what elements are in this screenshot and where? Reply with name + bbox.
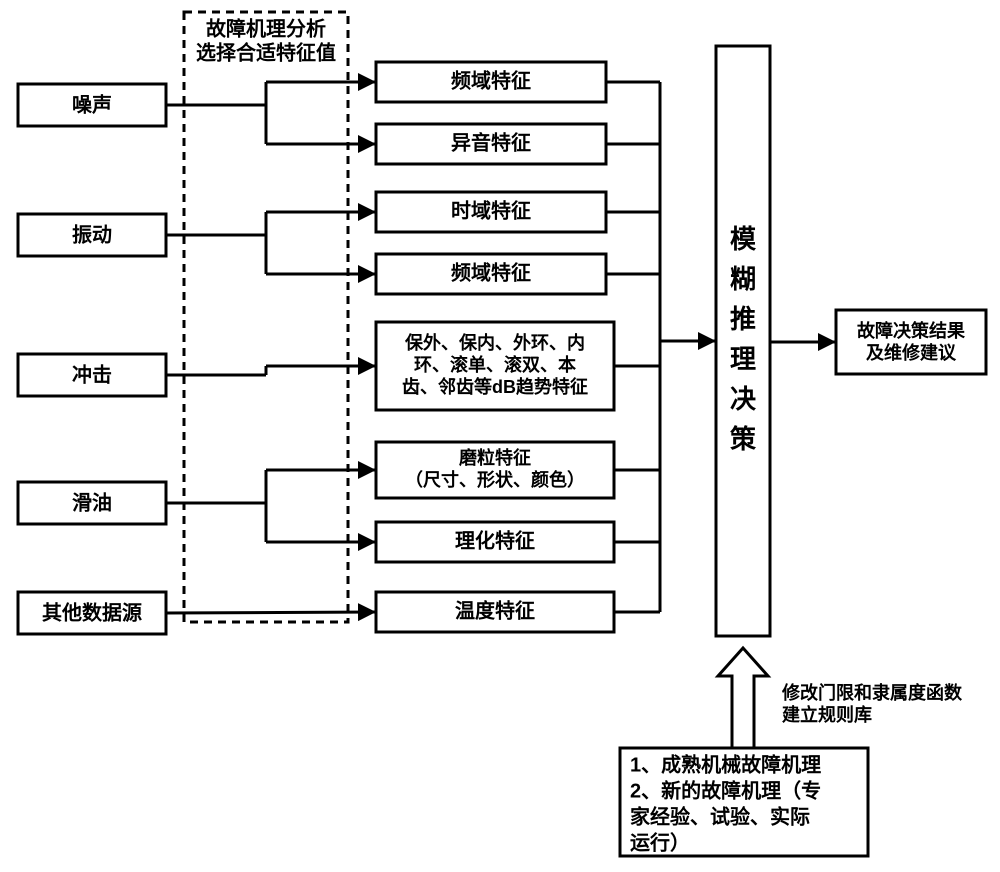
- fuzzy-label-char-2: 推: [730, 304, 756, 334]
- input-label-in-impact: 冲击: [72, 362, 112, 386]
- conn-other-to-temp: [166, 612, 376, 613]
- big-arrow-icon: [718, 648, 768, 748]
- feature-label-f-freq2-0: 频域特征: [451, 260, 531, 284]
- note-line-2: 建立规则库: [782, 704, 872, 725]
- feature-label-f-wear-0: 磨粒特征: [459, 447, 531, 468]
- input-label-in-noise: 噪声: [72, 92, 112, 116]
- fuzzy-label-char-3: 理: [730, 344, 756, 374]
- dashed-title-2: 选择合适特征值: [196, 40, 336, 64]
- fuzzy-label-char-1: 糊: [730, 264, 756, 294]
- knowledge-line-4: 运行）: [630, 830, 690, 854]
- feature-label-f-chem-0: 理化特征: [455, 528, 535, 552]
- output-line-2: 及维修建议: [866, 342, 957, 363]
- fuzzy-label-char-0: 模: [730, 224, 757, 254]
- feature-label-f-freq1-0: 频域特征: [451, 68, 531, 92]
- input-label-in-oil: 滑油: [72, 490, 112, 514]
- input-label-in-vibe: 振动: [72, 223, 112, 246]
- feature-label-f-wear-1: （尺寸、形状、颜色）: [405, 469, 585, 490]
- output-line-1: 故障决策结果: [857, 320, 966, 341]
- knowledge-line-3: 家经验、试验、实际: [630, 804, 810, 828]
- feature-label-f-db-0: 保外、保内、外环、内: [404, 332, 585, 353]
- feature-label-f-db-2: 齿、邻齿等dB趋势特征: [402, 376, 588, 397]
- fuzzy-label-char-5: 策: [730, 424, 756, 454]
- feature-label-f-time-0: 时域特征: [451, 198, 531, 222]
- feature-label-f-temp-0: 温度特征: [455, 598, 535, 622]
- dashed-title-1: 故障机理分析: [206, 16, 326, 40]
- input-label-in-other: 其他数据源: [42, 600, 142, 624]
- knowledge-line-1: 1、成熟机械故障机理: [630, 752, 821, 776]
- fuzzy-label-char-4: 决: [730, 384, 756, 414]
- knowledge-line-2: 2、新的故障机理（专: [630, 778, 821, 802]
- fuzzy-box: [716, 46, 770, 636]
- feature-label-f-db-1: 环、滚单、滚双、本: [414, 354, 576, 375]
- feature-label-f-abnorm-0: 异音特征: [451, 130, 531, 154]
- note-line-1: 修改门限和隶属度函数: [781, 682, 963, 703]
